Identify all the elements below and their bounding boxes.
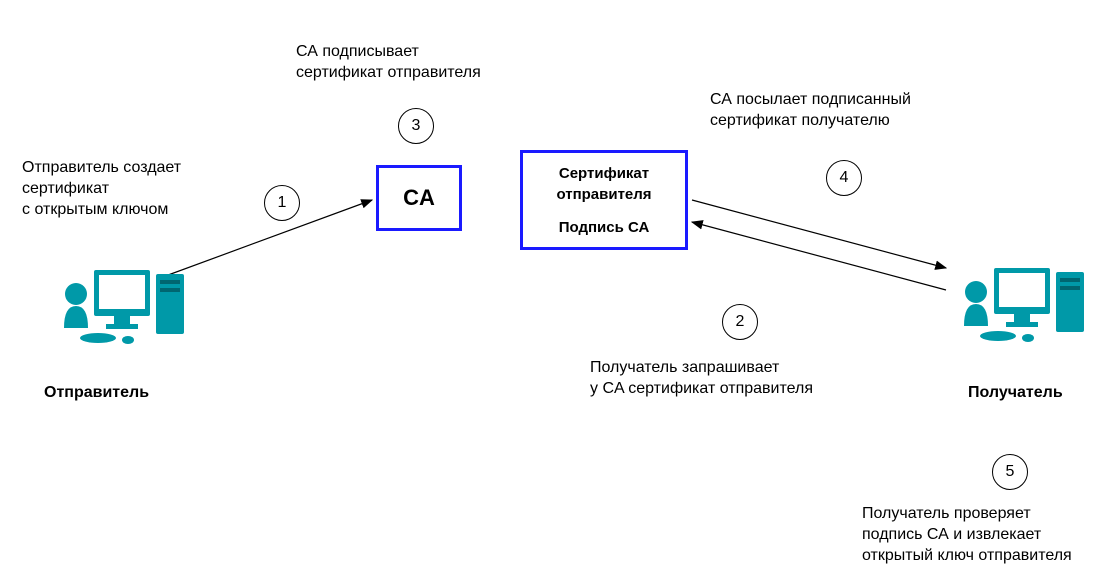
sender-label: Отправитель [44, 384, 149, 402]
step3-text: СА подписывает сертификат отправителя [296, 42, 481, 84]
arrow-receiver-to-cert [692, 222, 946, 290]
receiver-label: Получатель [968, 384, 1063, 402]
ca-box: CA [376, 165, 462, 231]
cert-line2: отправителя [531, 184, 677, 205]
step1-text: Отправитель создает сертификат с открыты… [22, 158, 181, 220]
step5-text: Получатель проверяет подпись СА и извлек… [862, 504, 1072, 566]
arrow-cert-to-receiver [692, 200, 946, 268]
step-circle-1: 1 [264, 185, 300, 221]
step-circle-4: 4 [826, 160, 862, 196]
cert-line1: Сертификат [531, 163, 677, 184]
step-circle-2: 2 [722, 304, 758, 340]
cert-line3: Подпись СА [531, 217, 677, 238]
step-circle-3: 3 [398, 108, 434, 144]
step-circle-5: 5 [992, 454, 1028, 490]
step4-text: СА посылает подписанный сертификат получ… [710, 90, 911, 132]
sender-computer-icon [58, 262, 188, 353]
certificate-box: Сертификат отправителя Подпись СА [520, 150, 688, 250]
step2-text: Получатель запрашивает у CA сертификат о… [590, 358, 813, 400]
receiver-computer-icon [958, 260, 1088, 351]
